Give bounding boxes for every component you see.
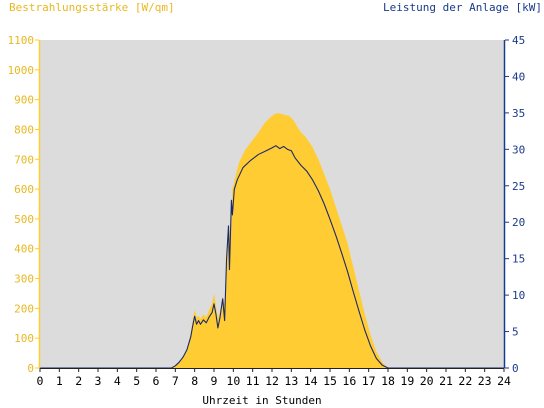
y-right-tick-label: 0: [512, 362, 519, 375]
series-irradiance-area: [40, 113, 504, 368]
x-tick-label: 7: [172, 374, 179, 388]
y-left-tick-label: 700: [14, 153, 34, 166]
y-right-tick-label: 25: [512, 180, 525, 193]
x-tick-label: 8: [191, 374, 198, 388]
x-tick-label: 15: [323, 374, 337, 388]
x-tick-label: 5: [133, 374, 140, 388]
x-tick-label: 3: [95, 374, 102, 388]
left-axis-title: Bestrahlungsstärke [W/qm]: [9, 1, 175, 14]
y-left-tick-label: 1100: [8, 34, 35, 47]
x-tick-label: 24: [497, 374, 511, 388]
x-tick-label: 6: [153, 374, 160, 388]
series-power-line: [40, 145, 504, 369]
x-tick-label: 12: [265, 374, 279, 388]
y-right-tick-label: 40: [512, 70, 525, 83]
right-axis-title: Leistung der Anlage [kW]: [383, 1, 542, 14]
x-tick-label: 16: [342, 374, 356, 388]
x-tick-label: 4: [114, 374, 121, 388]
y-left-tick-label: 400: [14, 243, 34, 256]
x-axis-title: Uhrzeit in Stunden: [202, 394, 322, 407]
y-left-tick-label: 900: [14, 94, 34, 107]
x-tick-label: 14: [304, 374, 318, 388]
y-right-tick-label: 30: [512, 143, 525, 156]
y-left-tick-label: 1000: [8, 64, 35, 77]
x-tick-label: 21: [439, 374, 453, 388]
y-right-tick-label: 20: [512, 216, 525, 229]
x-tick-label: 0: [37, 374, 44, 388]
x-tick-label: 9: [211, 374, 218, 388]
x-tick-label: 1: [56, 374, 63, 388]
y-left-tick-label: 0: [27, 362, 34, 375]
x-tick-label: 18: [381, 374, 395, 388]
x-tick-label: 13: [284, 374, 298, 388]
y-right-tick-label: 35: [512, 107, 525, 120]
x-tick-label: 11: [246, 374, 260, 388]
y-left-tick-label: 500: [14, 213, 34, 226]
y-right-tick-label: 15: [512, 253, 525, 266]
x-tick-label: 17: [362, 374, 376, 388]
x-tick-label: 10: [226, 374, 240, 388]
x-tick-label: 23: [478, 374, 492, 388]
y-right-tick-label: 45: [512, 34, 525, 47]
y-right-tick-label: 5: [512, 326, 519, 339]
x-tick-label: 22: [458, 374, 472, 388]
y-right-tick-label: 10: [512, 289, 525, 302]
y-left-tick-label: 100: [14, 332, 34, 345]
y-left-tick-label: 800: [14, 123, 34, 136]
x-tick-label: 19: [400, 374, 414, 388]
x-tick-label: 2: [75, 374, 82, 388]
x-tick-label: 20: [420, 374, 434, 388]
y-left-tick-label: 300: [14, 273, 34, 286]
y-left-tick-label: 600: [14, 183, 34, 196]
y-left-tick-label: 200: [14, 302, 34, 315]
